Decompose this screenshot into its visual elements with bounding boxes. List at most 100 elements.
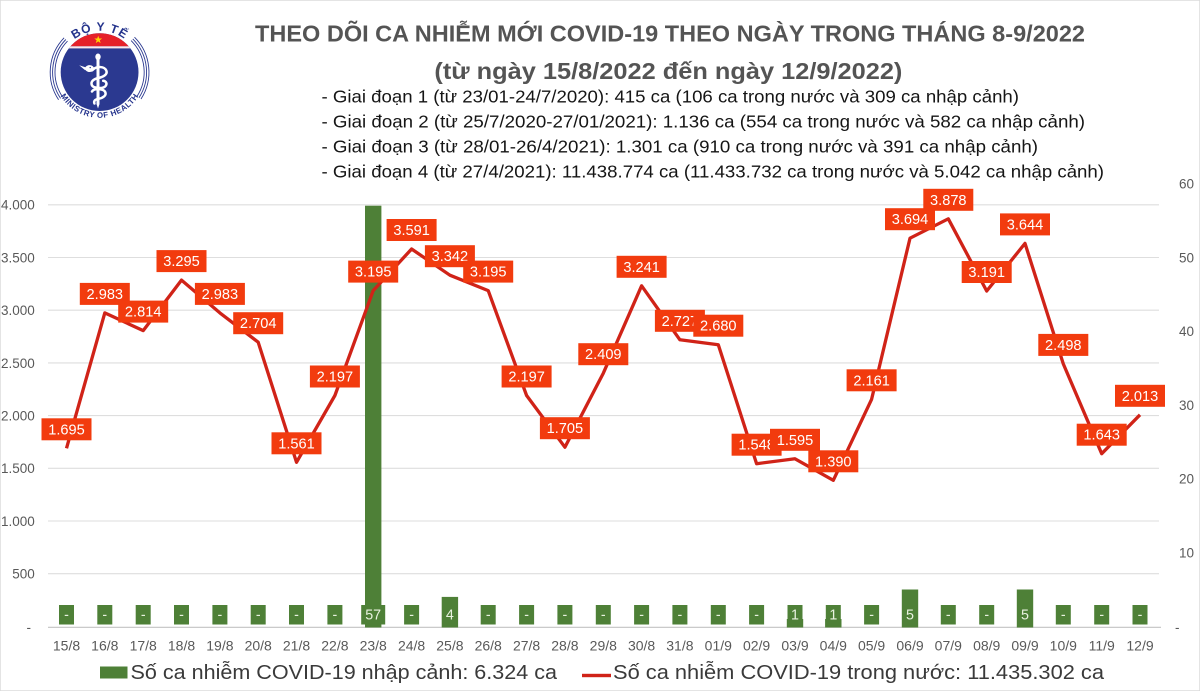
svg-text:4: 4 [446,607,454,623]
svg-text:10/9: 10/9 [1050,637,1077,653]
svg-text:06/9: 06/9 [896,637,923,653]
svg-text:30: 30 [1179,398,1194,413]
svg-text:50: 50 [1179,250,1194,265]
svg-text:1.000: 1.000 [1,514,35,529]
svg-text:2.498: 2.498 [1045,338,1082,354]
svg-text:1.561: 1.561 [278,436,315,452]
svg-text:29/8: 29/8 [590,637,617,653]
svg-text:-: - [218,607,223,623]
svg-text:-: - [869,607,874,623]
svg-text:23/8: 23/8 [360,637,387,653]
svg-text:1: 1 [791,607,799,623]
svg-text:-: - [563,607,568,623]
svg-text:24/8: 24/8 [398,637,425,653]
svg-text:3.241: 3.241 [623,260,660,276]
svg-text:2.161: 2.161 [853,373,890,389]
svg-text:-: - [639,607,644,623]
svg-text:-: - [333,607,338,623]
svg-text:28/8: 28/8 [551,637,578,653]
svg-text:-: - [294,607,299,623]
svg-text:05/9: 05/9 [858,637,885,653]
svg-text:2.983: 2.983 [87,287,124,303]
svg-text:3.000: 3.000 [1,303,35,318]
svg-text:1.548: 1.548 [738,438,775,454]
svg-text:20/8: 20/8 [245,637,272,653]
svg-text:25/8: 25/8 [436,637,463,653]
svg-text:-: - [754,607,759,623]
svg-text:31/8: 31/8 [666,637,693,653]
svg-text:2.409: 2.409 [585,347,622,363]
svg-text:09/9: 09/9 [1011,637,1038,653]
svg-text:2.000: 2.000 [1,409,35,424]
svg-text:12/9: 12/9 [1126,637,1153,653]
svg-text:1.695: 1.695 [48,422,85,438]
svg-text:1.705: 1.705 [547,421,584,437]
svg-text:1.500: 1.500 [1,461,35,476]
svg-text:10: 10 [1179,546,1194,561]
svg-text:1.595: 1.595 [777,433,814,449]
svg-text:3.195: 3.195 [470,265,507,281]
svg-text:-: - [179,607,184,623]
svg-text:26/8: 26/8 [475,637,502,653]
svg-text:2.500: 2.500 [1,356,35,371]
svg-text:40: 40 [1179,324,1194,339]
svg-text:THEO DÕI CA NHIỄM MỚI COVID-19: THEO DÕI CA NHIỄM MỚI COVID-19 THEO NGÀY… [255,19,1085,47]
svg-text:- Giai đoạn 2 (từ 25/7/2020-27: - Giai đoạn 2 (từ 25/7/2020-27/01/2021):… [322,111,1086,131]
svg-text:-: - [409,607,414,623]
svg-text:-: - [984,607,989,623]
svg-text:BỘ Y TẾ: BỘ Y TẾ [69,20,132,42]
svg-text:03/9: 03/9 [781,637,808,653]
svg-text:08/9: 08/9 [973,637,1000,653]
svg-text:3.195: 3.195 [355,265,392,281]
svg-text:02/9: 02/9 [743,637,770,653]
svg-text:3.644: 3.644 [1007,217,1044,233]
svg-text:-: - [27,620,32,635]
svg-text:16/8: 16/8 [91,637,118,653]
svg-text:04/9: 04/9 [820,637,847,653]
svg-text:-: - [64,607,69,623]
svg-text:01/9: 01/9 [705,637,732,653]
svg-text:3.342: 3.342 [432,249,469,265]
svg-text:4.000: 4.000 [1,198,35,213]
svg-text:- Giai đoạn 1 (từ 23/01-24/7/2: - Giai đoạn 1 (từ 23/01-24/7/2020): 415 … [322,87,1020,107]
svg-text:18/8: 18/8 [168,637,195,653]
svg-text:Số ca nhiễm COVID-19 trong nướ: Số ca nhiễm COVID-19 trong nước: 11.435.… [613,661,1105,684]
svg-text:1.643: 1.643 [1083,428,1120,444]
svg-text:3.295: 3.295 [163,254,200,270]
svg-text:27/8: 27/8 [513,637,540,653]
svg-text:- Giai đoạn 3 (từ 28/01-26/4/2: - Giai đoạn 3 (từ 28/01-26/4/2021): 1.30… [322,136,1039,156]
svg-text:Số ca nhiễm COVID-19 nhập cảnh: Số ca nhiễm COVID-19 nhập cảnh: 6.324 ca [131,661,558,684]
svg-text:-: - [1175,620,1180,635]
svg-text:11/9: 11/9 [1089,637,1115,653]
svg-text:2.814: 2.814 [125,305,162,321]
svg-text:19/8: 19/8 [206,637,233,653]
svg-text:5: 5 [906,607,914,623]
svg-text:15/8: 15/8 [53,637,80,653]
svg-text:3.191: 3.191 [968,265,1005,281]
svg-text:-: - [601,607,606,623]
svg-text:22/8: 22/8 [321,637,348,653]
svg-text:1.390: 1.390 [815,454,852,470]
svg-text:2.197: 2.197 [508,370,545,386]
svg-text:2.680: 2.680 [700,319,737,335]
svg-text:-: - [716,607,721,623]
svg-text:500: 500 [12,567,35,582]
svg-text:2.983: 2.983 [202,287,239,303]
svg-text:1: 1 [829,607,837,623]
svg-text:-: - [946,607,951,623]
svg-text:57: 57 [365,607,381,623]
svg-text:(từ ngày 15/8/2022 đến ngày 12: (từ ngày 15/8/2022 đến ngày 12/9/2022) [434,58,902,84]
svg-text:-: - [486,607,491,623]
svg-text:-: - [678,607,683,623]
svg-text:3.878: 3.878 [930,193,967,209]
svg-text:30/8: 30/8 [628,637,655,653]
svg-text:60: 60 [1179,177,1194,192]
svg-text:2.013: 2.013 [1122,389,1159,405]
svg-text:3.500: 3.500 [1,250,35,265]
svg-text:-: - [1061,607,1066,623]
svg-text:3.591: 3.591 [393,223,430,239]
svg-text:07/9: 07/9 [935,637,962,653]
svg-text:3.694: 3.694 [892,212,929,228]
svg-text:-: - [102,607,107,623]
svg-text:2.704: 2.704 [240,316,277,332]
